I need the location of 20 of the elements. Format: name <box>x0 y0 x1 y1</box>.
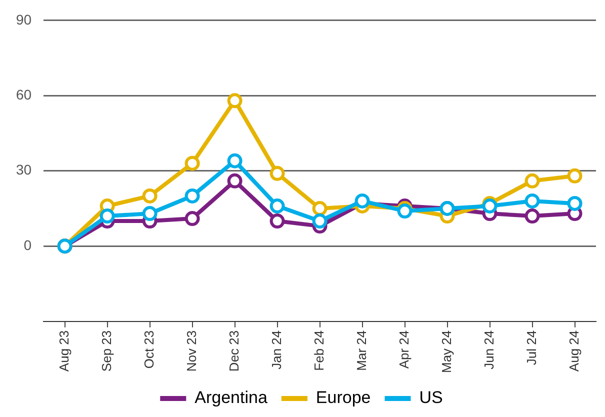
y-tick-label: 30 <box>16 162 32 178</box>
x-tick-label: Apr 24 <box>396 330 412 369</box>
legend-label: Europe <box>316 388 371 408</box>
x-tick-label: May 24 <box>438 330 454 374</box>
x-tick-label: Mar 24 <box>354 330 369 371</box>
x-tick-label: Oct 23 <box>141 330 156 369</box>
x-tick-label: Jan 24 <box>268 330 284 370</box>
x-tick-label: Aug 24 <box>566 330 582 372</box>
x-tick-label: Jun 24 <box>481 330 496 370</box>
x-tick-label: Aug 23 <box>56 330 72 372</box>
x-tick-label: Sep 23 <box>98 330 114 372</box>
x-tick-label: Dec 23 <box>226 330 242 372</box>
legend-label: Argentina <box>194 388 268 408</box>
x-tick-label: Jul 24 <box>524 330 539 366</box>
y-tick-label: 0 <box>24 236 32 253</box>
legend-label: US <box>419 388 443 408</box>
y-tick-label: 90 <box>16 11 32 28</box>
x-tick-label: Feb 24 <box>311 330 326 371</box>
y-tick-label: 60 <box>16 86 32 102</box>
x-tick-label: Nov 23 <box>184 330 199 372</box>
